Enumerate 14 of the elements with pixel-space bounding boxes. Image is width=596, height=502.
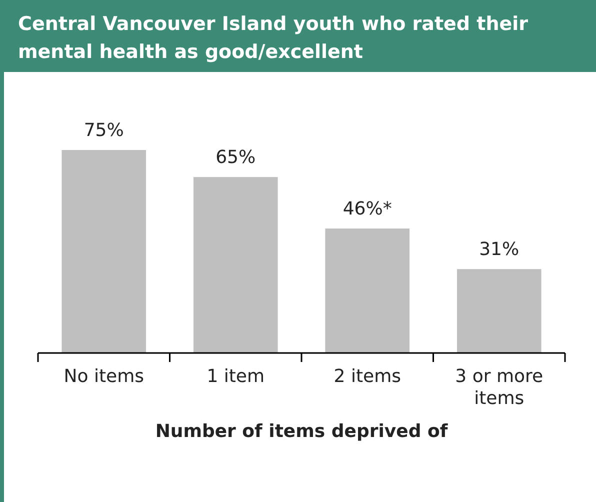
data-label: 65% bbox=[216, 147, 256, 168]
x-tick-label: 2 items bbox=[334, 366, 401, 387]
bar bbox=[456, 269, 542, 353]
data-label: 75% bbox=[84, 120, 124, 141]
bar bbox=[193, 177, 278, 353]
bar bbox=[325, 228, 410, 353]
data-label: 31% bbox=[479, 239, 520, 260]
x-tick-label: 3 or more items bbox=[455, 366, 544, 409]
chart-title: Central Vancouver Island youth who rated their mental health as good/excellent bbox=[18, 13, 529, 63]
x-tick-label: 1 item bbox=[206, 366, 265, 387]
bar bbox=[62, 150, 146, 353]
x-axis-title: Number of items deprived of bbox=[155, 421, 448, 442]
data-label: 46%* bbox=[342, 198, 392, 220]
x-tick-label: No items bbox=[64, 366, 144, 387]
